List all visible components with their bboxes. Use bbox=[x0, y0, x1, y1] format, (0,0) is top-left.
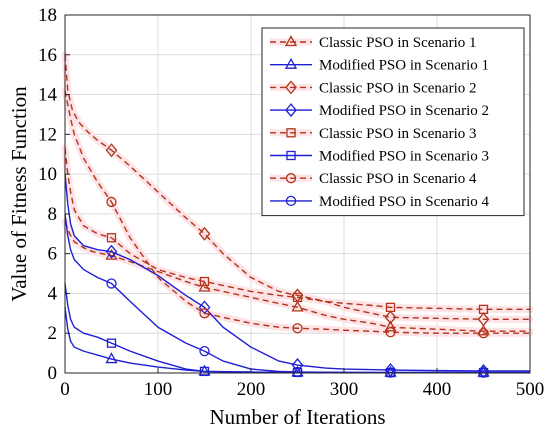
legend-marker bbox=[286, 128, 296, 138]
legend-item: Modified PSO in Scenario 1 bbox=[270, 58, 489, 74]
y-tick-label: 4 bbox=[48, 283, 58, 304]
series-group bbox=[61, 51, 534, 379]
data-point bbox=[199, 366, 210, 377]
data-point bbox=[384, 320, 397, 332]
data-point bbox=[477, 312, 490, 327]
ticks: 0 100 200 300 400 500 0 2 4 6 8 10 12 14 16 18 bbox=[38, 5, 544, 400]
data-point bbox=[105, 352, 118, 364]
data-point bbox=[478, 304, 489, 315]
x-tick-label: 0 bbox=[60, 379, 70, 400]
series-line bbox=[64, 148, 530, 311]
legend-label: Classic PSO in Scenario 2 bbox=[319, 80, 477, 96]
legend-item: Modified PSO in Scenario 4 bbox=[270, 194, 489, 210]
data-point bbox=[477, 324, 490, 336]
x-tick-label: 100 bbox=[144, 379, 173, 400]
data-point bbox=[106, 196, 117, 208]
legend-item: Classic PSO in Scenario 2 bbox=[270, 80, 477, 96]
legend-label: Classic PSO in Scenario 1 bbox=[319, 35, 477, 51]
data-point bbox=[199, 308, 210, 319]
y-tick-label: 10 bbox=[38, 164, 57, 185]
series bbox=[64, 148, 530, 315]
data-point bbox=[198, 280, 211, 292]
data-point bbox=[384, 310, 397, 325]
legend-marker bbox=[286, 150, 296, 161]
legend-item: Classic PSO in Scenario 1 bbox=[270, 35, 477, 51]
legend-label: Modified PSO in Scenario 2 bbox=[319, 103, 489, 119]
data-point bbox=[105, 143, 118, 158]
data-point bbox=[106, 278, 117, 289]
series bbox=[64, 90, 530, 339]
series-line bbox=[64, 174, 530, 372]
y-tick-label: 8 bbox=[48, 204, 58, 225]
legend-label: Modified PSO in Scenario 3 bbox=[319, 149, 489, 165]
series-line bbox=[64, 54, 530, 320]
data-point bbox=[385, 302, 396, 313]
x-tick-label: 400 bbox=[423, 379, 452, 400]
legend-item: Classic PSO in Scenario 4 bbox=[270, 171, 477, 187]
y-axis-title: Value of Fitness Function bbox=[7, 86, 31, 302]
data-point bbox=[292, 366, 303, 378]
y-tick-label: 6 bbox=[48, 244, 58, 265]
data-point bbox=[199, 345, 210, 357]
data-point bbox=[291, 358, 304, 373]
data-point bbox=[106, 233, 117, 243]
y-tick-label: 2 bbox=[48, 323, 58, 344]
data-point bbox=[478, 328, 489, 339]
x-tick-label: 200 bbox=[237, 379, 266, 400]
plot-frame bbox=[64, 14, 531, 374]
y-tick-label: 18 bbox=[38, 5, 57, 26]
legend-marker bbox=[285, 80, 297, 95]
data-point bbox=[199, 276, 210, 287]
data-point bbox=[106, 338, 117, 348]
legend-item: Classic PSO in Scenario 3 bbox=[270, 126, 477, 142]
data-point bbox=[385, 327, 396, 338]
data-point bbox=[291, 300, 304, 312]
series-line bbox=[64, 221, 530, 332]
legend-item: Modified PSO in Scenario 2 bbox=[270, 103, 489, 119]
series-line bbox=[64, 90, 530, 334]
legend-box bbox=[261, 27, 525, 217]
y-tick-label: 16 bbox=[38, 45, 57, 66]
legend-marker bbox=[284, 35, 298, 47]
y-tick-label: 0 bbox=[48, 363, 58, 384]
legend: Classic PSO in Scenario 1 Modified PSO in… bbox=[261, 27, 525, 217]
legend-marker bbox=[285, 103, 297, 118]
legend-label: Modified PSO in Scenario 4 bbox=[319, 194, 489, 210]
legend-item: Modified PSO in Scenario 3 bbox=[270, 149, 489, 165]
legend-marker bbox=[284, 57, 298, 69]
legend-label: Classic PSO in Scenario 4 bbox=[319, 171, 477, 187]
data-point bbox=[198, 226, 211, 241]
y-tick-label: 12 bbox=[38, 124, 57, 145]
legend-label: Modified PSO in Scenario 1 bbox=[319, 58, 489, 74]
data-point bbox=[292, 292, 303, 303]
x-axis-title: Number of Iterations bbox=[209, 405, 385, 429]
legend-marker bbox=[285, 173, 297, 184]
legend-marker bbox=[285, 195, 297, 207]
data-point bbox=[105, 244, 118, 259]
legend-label: Classic PSO in Scenario 3 bbox=[319, 126, 477, 142]
y-tick-label: 14 bbox=[38, 85, 58, 106]
data-point bbox=[292, 323, 303, 334]
x-tick-label: 300 bbox=[330, 379, 359, 400]
x-tick-label: 500 bbox=[516, 379, 545, 400]
